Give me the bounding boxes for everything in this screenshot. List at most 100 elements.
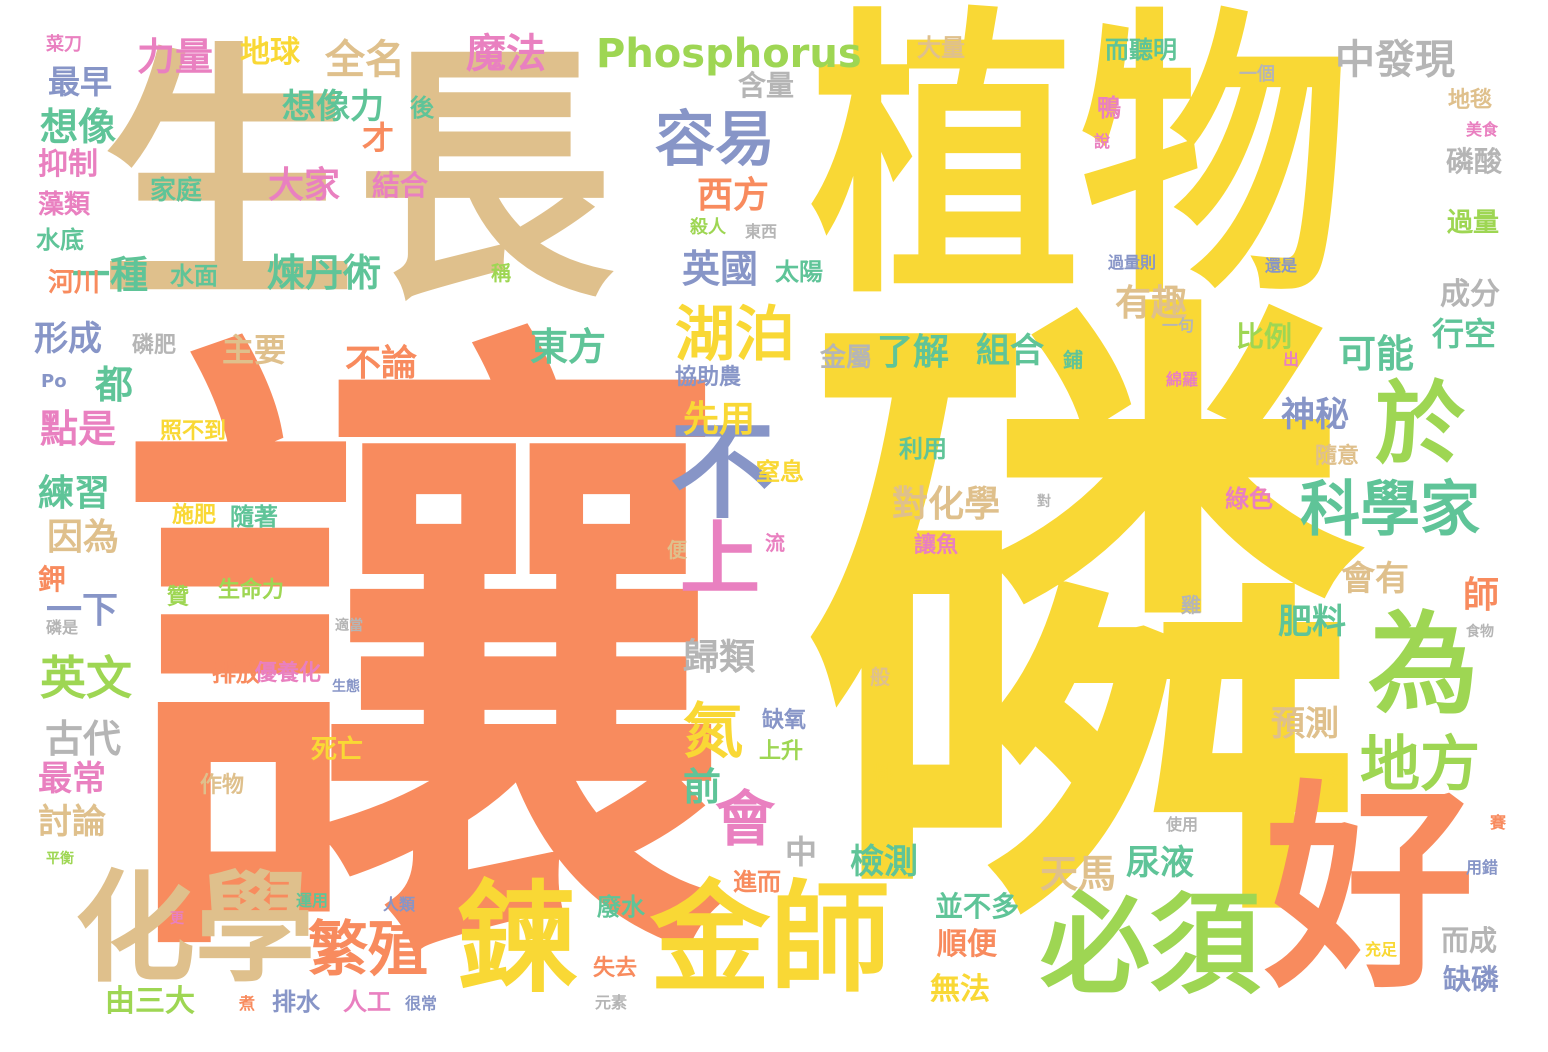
word: 綠色 — [1225, 485, 1273, 513]
word: 大量 — [917, 34, 965, 62]
word: 殺人 — [690, 217, 726, 238]
word: 施肥 — [172, 503, 217, 528]
word: 古代 — [45, 717, 122, 761]
word: 順便 — [937, 927, 997, 962]
word: 便 — [667, 538, 687, 562]
word: 煮 — [239, 994, 256, 1013]
word: 好 — [1265, 762, 1475, 1018]
word: 死亡 — [311, 735, 364, 765]
word: 化學 — [75, 860, 315, 999]
word: 菜刀 — [46, 34, 82, 55]
word: 由三大 — [105, 984, 195, 1019]
word: 磷酸 — [1446, 145, 1503, 178]
word: 科學家 — [1300, 475, 1480, 545]
word: 話 — [1322, 768, 1339, 787]
word: 生命力 — [218, 578, 285, 603]
word: 美食 — [1466, 120, 1499, 139]
word: 鉀 — [38, 563, 67, 596]
word: 抑制 — [38, 147, 98, 182]
word: 湖泊 — [675, 300, 795, 370]
word: 檢測 — [850, 842, 918, 882]
word: 地毯 — [1448, 88, 1493, 113]
word: 綿羅 — [1166, 370, 1199, 389]
word: 平衡 — [46, 851, 74, 867]
word: 金屬 — [820, 343, 873, 373]
word: 不 — [670, 411, 776, 533]
word: 出 — [1283, 350, 1300, 369]
word: 隨著 — [230, 503, 278, 531]
word: 一句 — [1162, 316, 1195, 335]
word: 神秘 — [1281, 395, 1349, 435]
word: 運用 — [296, 891, 329, 910]
word: 讓魚 — [914, 533, 959, 558]
word: 必須 — [1040, 881, 1260, 1009]
word: 並不多 — [935, 890, 1020, 923]
word: 最常 — [38, 759, 106, 799]
word: 缺氧 — [762, 708, 807, 733]
word: 中發現 — [1335, 37, 1455, 83]
word: 歸類 — [683, 637, 756, 678]
word: 流 — [765, 531, 785, 555]
word: 人工 — [343, 988, 391, 1016]
word: 贊 — [167, 585, 190, 610]
word: 上 — [680, 513, 760, 606]
word: 金師 — [650, 870, 890, 1009]
word: 水面 — [170, 262, 218, 290]
word: 太陽 — [775, 258, 823, 286]
word: 對化學 — [892, 484, 1001, 525]
word: 魔法 — [466, 31, 546, 77]
word: 協助農 — [675, 365, 742, 390]
word: 會 — [715, 785, 775, 855]
word: 水底 — [36, 226, 84, 254]
word: 說 — [1094, 132, 1111, 151]
word: 很常 — [405, 994, 438, 1013]
word: 一下 — [46, 590, 119, 631]
word: 藻類 — [38, 190, 91, 220]
word: 用錯 — [1466, 858, 1499, 877]
word: 會有 — [1341, 559, 1409, 599]
word: 雞 — [1181, 593, 1201, 617]
word: 有趣 — [1115, 283, 1188, 324]
word: 廢水 — [597, 893, 645, 921]
word: 煉丹術 — [267, 251, 382, 295]
word: 河川 — [48, 268, 101, 298]
word: 容易 — [655, 105, 775, 175]
word: 先用 — [683, 399, 756, 440]
word: 窒息 — [756, 458, 804, 486]
word: 生長 — [100, 21, 613, 336]
word: 地球 — [240, 35, 300, 70]
word: 因為 — [47, 517, 120, 558]
word: 作物 — [200, 773, 245, 798]
word: 東西 — [745, 222, 778, 241]
word: 英文 — [40, 651, 132, 705]
word: 料 — [873, 761, 893, 785]
word: 一種 — [72, 253, 149, 297]
word: 使用 — [1166, 815, 1199, 834]
word: 而成 — [1441, 924, 1498, 957]
word: 鋪 — [1063, 348, 1083, 372]
word: 才 — [362, 119, 395, 157]
word: 主要 — [222, 331, 287, 369]
word: 英國 — [682, 247, 759, 291]
word: 全名 — [325, 37, 405, 83]
word: 力量 — [137, 35, 214, 79]
word: 成分 — [1440, 277, 1500, 312]
word: 還是 — [1265, 256, 1298, 275]
word: 無法 — [930, 972, 990, 1007]
word: 肥料 — [1278, 602, 1346, 642]
word: 更 — [170, 911, 184, 927]
word: 鴨 — [1097, 94, 1121, 122]
word: 行空 — [1432, 315, 1497, 353]
word: 元素 — [595, 993, 628, 1012]
word: 磷肥 — [132, 333, 177, 358]
word: 於 — [1375, 372, 1465, 477]
word: 充足 — [1365, 940, 1398, 959]
word: 磷 — [805, 253, 1369, 998]
word: 過量 — [1447, 208, 1500, 238]
word: 尿液 — [1126, 843, 1194, 883]
word: 天馬 — [1040, 852, 1117, 896]
word: 氮 — [683, 697, 743, 767]
word: 可能 — [1338, 332, 1415, 376]
word: 東方 — [530, 325, 607, 369]
word: 含量 — [738, 69, 795, 102]
